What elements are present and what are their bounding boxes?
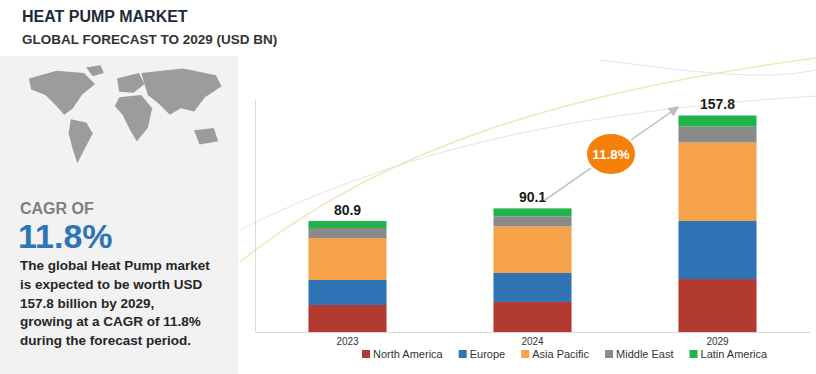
x-tick: 2029 xyxy=(706,332,729,347)
deco-curve xyxy=(600,60,816,75)
description-line: during the forecast period. xyxy=(20,333,191,348)
description-line: is expected to be worth USD xyxy=(20,277,203,292)
legend-item: Middle East xyxy=(605,348,673,360)
x-tick-label: 2024 xyxy=(521,336,544,347)
cagr-value: 11.8% xyxy=(18,217,113,255)
cagr-badge xyxy=(586,133,636,175)
bar-segment xyxy=(308,238,386,280)
bar-segment xyxy=(493,273,571,302)
bar-segment xyxy=(678,115,756,126)
legend-swatch xyxy=(362,350,370,358)
y-axis xyxy=(255,99,256,332)
sidebar-panel xyxy=(0,56,238,374)
cagr-heading: CAGR OF xyxy=(20,200,94,217)
legend-item: Asia Pacific xyxy=(521,348,589,360)
legend-label: North America xyxy=(373,348,444,360)
x-axis-line xyxy=(256,332,811,333)
bar-segment xyxy=(493,216,571,226)
legend-swatch xyxy=(459,350,467,358)
continent xyxy=(29,71,95,115)
description-line: growing at a CAGR of 11.8% xyxy=(20,314,201,329)
subtitle: GLOBAL FORECAST TO 2029 (USD BN) xyxy=(22,32,277,47)
legend-swatch xyxy=(521,350,529,358)
x-tick: 2023 xyxy=(336,332,359,347)
world-map xyxy=(29,65,222,163)
continent xyxy=(115,95,152,141)
series-3 xyxy=(308,126,756,238)
bar-segment xyxy=(308,280,386,305)
bar-segment xyxy=(678,126,756,142)
total-label: 80.9 xyxy=(334,202,361,218)
series-1 xyxy=(308,221,756,305)
cagr-arrow xyxy=(545,107,678,200)
bar-segment xyxy=(678,221,756,279)
bar-segment xyxy=(678,143,756,221)
continent xyxy=(141,69,221,115)
legend-label: Europe xyxy=(470,348,505,360)
continent xyxy=(194,128,218,145)
description-line: The global Heat Pump market xyxy=(20,258,210,273)
title: HEAT PUMP MARKET xyxy=(22,8,188,25)
bars xyxy=(308,115,756,332)
legend-item: Europe xyxy=(459,348,505,360)
x-tick: 2024 xyxy=(521,332,544,347)
total-label: 90.1 xyxy=(519,189,546,205)
description-line: 157.8 billion by 2029, xyxy=(20,296,154,311)
bar-segment xyxy=(493,208,571,216)
deco-curve xyxy=(240,96,816,230)
chart-root: HEAT PUMP MARKET GLOBAL FORECAST TO 2029 … xyxy=(0,0,816,374)
legend-label: Latin America xyxy=(701,348,769,360)
x-axis: 2023 2024 2029 xyxy=(256,332,811,347)
legend-swatch xyxy=(690,350,698,358)
legend-swatch xyxy=(605,350,613,358)
background xyxy=(0,0,816,374)
legend-item: Latin America xyxy=(690,348,769,360)
bar-segment xyxy=(308,228,386,238)
bar-segment xyxy=(678,279,756,332)
bar-segment xyxy=(493,226,571,273)
bar-segment xyxy=(308,221,386,228)
x-tick-label: 2023 xyxy=(336,336,359,347)
legend-label: Middle East xyxy=(616,348,673,360)
bar-segment xyxy=(493,302,571,332)
total-label: 157.8 xyxy=(700,96,735,112)
legend-label: Asia Pacific xyxy=(532,348,589,360)
legend-item: North America xyxy=(362,348,444,360)
x-tick-label: 2029 xyxy=(706,336,729,347)
series-4 xyxy=(308,115,756,228)
legend: North America Europe Asia Pacific Middle Ea… xyxy=(362,348,768,360)
y-axis-line xyxy=(255,99,256,332)
bar-segment xyxy=(308,305,386,332)
series-2 xyxy=(308,143,756,280)
continent xyxy=(117,73,145,93)
continent xyxy=(69,119,93,163)
cagr-annotation: 11.8% xyxy=(592,147,630,162)
continent xyxy=(86,65,104,76)
